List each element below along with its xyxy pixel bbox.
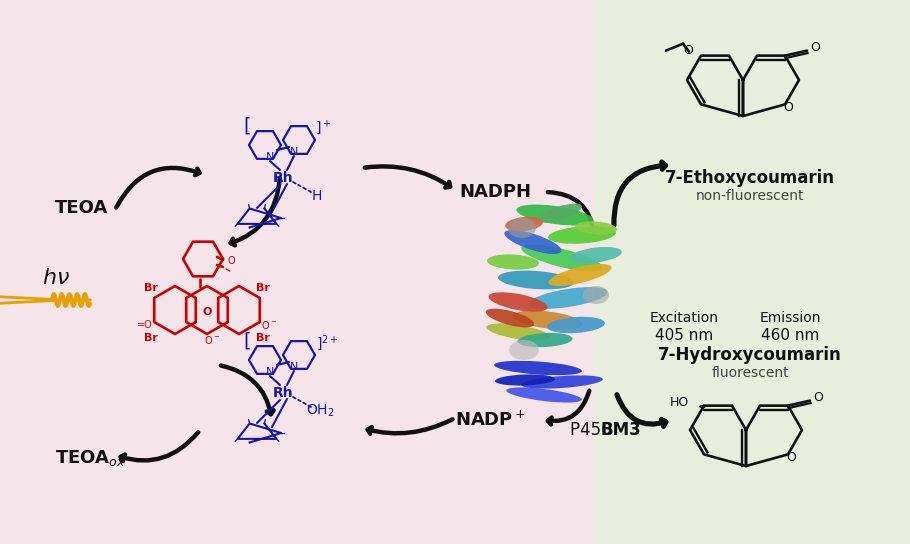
Text: Emission: Emission <box>759 311 821 325</box>
Text: O: O <box>227 256 235 266</box>
Ellipse shape <box>486 324 550 341</box>
Text: ]$^{2+}$: ]$^{2+}$ <box>316 333 339 353</box>
Text: O$^-$: O$^-$ <box>204 334 220 346</box>
Ellipse shape <box>498 270 574 289</box>
Text: O: O <box>786 451 796 464</box>
Ellipse shape <box>521 245 602 271</box>
Ellipse shape <box>548 226 616 244</box>
Ellipse shape <box>547 317 605 333</box>
Text: 460 nm: 460 nm <box>761 329 819 343</box>
FancyBboxPatch shape <box>594 0 910 544</box>
Ellipse shape <box>508 218 536 238</box>
Ellipse shape <box>489 292 548 312</box>
Text: P450: P450 <box>570 421 617 439</box>
Ellipse shape <box>575 221 617 234</box>
Text: Br: Br <box>144 283 158 293</box>
Text: OH$_2$: OH$_2$ <box>306 403 334 419</box>
Text: TEOA$_{ox}$: TEOA$_{ox}$ <box>55 448 126 468</box>
Ellipse shape <box>521 375 603 388</box>
Text: fluorescent: fluorescent <box>712 366 789 380</box>
Text: N: N <box>266 367 274 377</box>
Ellipse shape <box>518 333 572 347</box>
Ellipse shape <box>583 286 609 304</box>
Text: ]$^+$: ]$^+$ <box>315 119 331 137</box>
Text: $h\nu$: $h\nu$ <box>42 268 70 288</box>
Ellipse shape <box>506 387 581 403</box>
Text: BM3: BM3 <box>601 421 642 439</box>
Ellipse shape <box>494 361 581 375</box>
Ellipse shape <box>504 230 561 254</box>
Ellipse shape <box>538 203 582 222</box>
Text: Excitation: Excitation <box>650 311 719 325</box>
Text: O: O <box>784 101 793 114</box>
Ellipse shape <box>509 340 539 360</box>
Text: N: N <box>289 147 298 157</box>
Text: TEOA: TEOA <box>55 199 108 217</box>
Text: =O: =O <box>137 320 153 330</box>
Text: 7-Hydroxycoumarin: 7-Hydroxycoumarin <box>658 346 842 364</box>
Ellipse shape <box>529 287 608 309</box>
Text: O: O <box>202 307 212 317</box>
Ellipse shape <box>487 255 539 270</box>
Ellipse shape <box>516 205 593 225</box>
Text: Br: Br <box>256 333 270 343</box>
Text: O: O <box>810 41 820 54</box>
Ellipse shape <box>505 217 543 231</box>
Text: NADPH: NADPH <box>459 183 531 201</box>
Text: 7-Ethoxycoumarin: 7-Ethoxycoumarin <box>665 169 835 187</box>
Text: [: [ <box>243 331 251 350</box>
Text: NADP$^+$: NADP$^+$ <box>455 410 526 430</box>
Text: Br: Br <box>144 333 158 343</box>
Text: O: O <box>683 44 693 57</box>
Ellipse shape <box>495 374 555 386</box>
Text: [: [ <box>243 116 251 135</box>
Ellipse shape <box>513 311 582 330</box>
Text: Rh: Rh <box>273 386 293 400</box>
Ellipse shape <box>571 247 622 263</box>
Text: O: O <box>813 391 823 404</box>
Text: Br: Br <box>256 283 270 293</box>
Text: N: N <box>289 362 298 372</box>
FancyBboxPatch shape <box>0 0 612 544</box>
Ellipse shape <box>549 264 612 286</box>
Text: 405 nm: 405 nm <box>655 329 713 343</box>
Text: H: H <box>312 189 322 203</box>
Text: O$^-$: O$^-$ <box>261 319 277 331</box>
Text: N: N <box>266 152 274 162</box>
Ellipse shape <box>486 308 534 327</box>
Text: Rh: Rh <box>273 171 293 185</box>
Text: HO: HO <box>670 396 689 409</box>
Text: non-fluorescent: non-fluorescent <box>696 189 804 203</box>
